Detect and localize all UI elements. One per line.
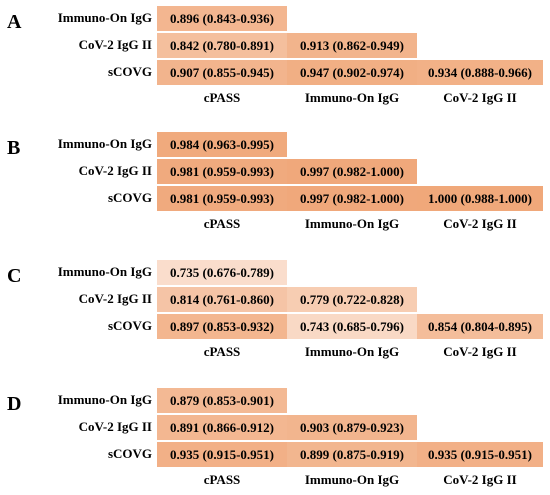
row-label: Immuno-On IgG: [57, 136, 152, 151]
matrix-cell: 0.896 (0.843-0.936): [157, 6, 287, 31]
matrix-cell: 0.997 (0.982-1.000): [287, 159, 417, 184]
row-label: CoV-2 IgG II: [78, 37, 152, 52]
matrix-cell: 0.934 (0.888-0.966): [417, 60, 543, 85]
row-label: Immuno-On IgG: [57, 10, 152, 25]
matrix-cell: 0.935 (0.915-0.951): [157, 442, 287, 467]
column-label: CoV-2 IgG II: [443, 216, 517, 231]
matrix-cell: 0.814 (0.761-0.860): [157, 287, 287, 312]
matrix-cell: 1.000 (0.988-1.000): [417, 186, 543, 211]
matrix-cell: 0.913 (0.862-0.949): [287, 33, 417, 58]
matrix-cell: 0.984 (0.963-0.995): [157, 132, 287, 157]
column-label: Immuno-On IgG: [304, 216, 400, 231]
row-label: sCOVG: [107, 190, 152, 205]
row-label: sCOVG: [107, 446, 152, 461]
panel-label: D: [7, 393, 22, 415]
matrix-cell: 0.935 (0.915-0.951): [417, 442, 543, 467]
panel-c: C Immuno-On IgG 0.735 (0.676-0.789) CoV-2 I…: [0, 257, 550, 367]
column-label: CoV-2 IgG II: [443, 344, 517, 359]
column-label: cPASS: [203, 344, 241, 359]
matrix-cell: 0.947 (0.902-0.974): [287, 60, 417, 85]
column-label: Immuno-On IgG: [304, 90, 400, 105]
matrix-cell: 0.981 (0.959-0.993): [157, 159, 287, 184]
panel-d: D Immuno-On IgG 0.879 (0.853-0.901) CoV-2 I…: [0, 385, 550, 495]
matrix-cell: 0.899 (0.875-0.919): [287, 442, 417, 467]
panel-label: C: [7, 265, 22, 287]
row-label: CoV-2 IgG II: [78, 291, 152, 306]
matrix-cell: 0.907 (0.855-0.945): [157, 60, 287, 85]
column-label: CoV-2 IgG II: [443, 472, 517, 487]
column-label: Immuno-On IgG: [304, 472, 400, 487]
column-label: cPASS: [203, 216, 241, 231]
panel-label: B: [7, 137, 21, 159]
column-label: Immuno-On IgG: [304, 344, 400, 359]
matrix-cell: 0.779 (0.722-0.828): [287, 287, 417, 312]
row-label: Immuno-On IgG: [57, 392, 152, 407]
row-label: sCOVG: [107, 318, 152, 333]
panel-b: B Immuno-On IgG 0.984 (0.963-0.995) CoV-2 I…: [0, 129, 550, 239]
column-label: CoV-2 IgG II: [443, 90, 517, 105]
matrix-cell: 0.903 (0.879-0.923): [287, 415, 417, 440]
panel-label: A: [7, 11, 22, 33]
matrix-cell: 0.891 (0.866-0.912): [157, 415, 287, 440]
matrix-cell: 0.854 (0.804-0.895): [417, 314, 543, 339]
matrix-cell: 0.897 (0.853-0.932): [157, 314, 287, 339]
row-label: sCOVG: [107, 64, 152, 79]
matrix-cell: 0.735 (0.676-0.789): [157, 260, 287, 285]
row-label: Immuno-On IgG: [57, 264, 152, 279]
row-label: CoV-2 IgG II: [78, 419, 152, 434]
panel-a: A Immuno-On IgG 0.896 (0.843-0.936) CoV-2 I…: [0, 3, 550, 113]
matrix-cell: 0.981 (0.959-0.993): [157, 186, 287, 211]
column-label: cPASS: [203, 472, 241, 487]
matrix-cell: 0.743 (0.685-0.796): [287, 314, 417, 339]
matrix-cell: 0.879 (0.853-0.901): [157, 388, 287, 413]
matrix-cell: 0.997 (0.982-1.000): [287, 186, 417, 211]
matrix-cell: 0.842 (0.780-0.891): [157, 33, 287, 58]
column-label: cPASS: [203, 90, 241, 105]
row-label: CoV-2 IgG II: [78, 163, 152, 178]
